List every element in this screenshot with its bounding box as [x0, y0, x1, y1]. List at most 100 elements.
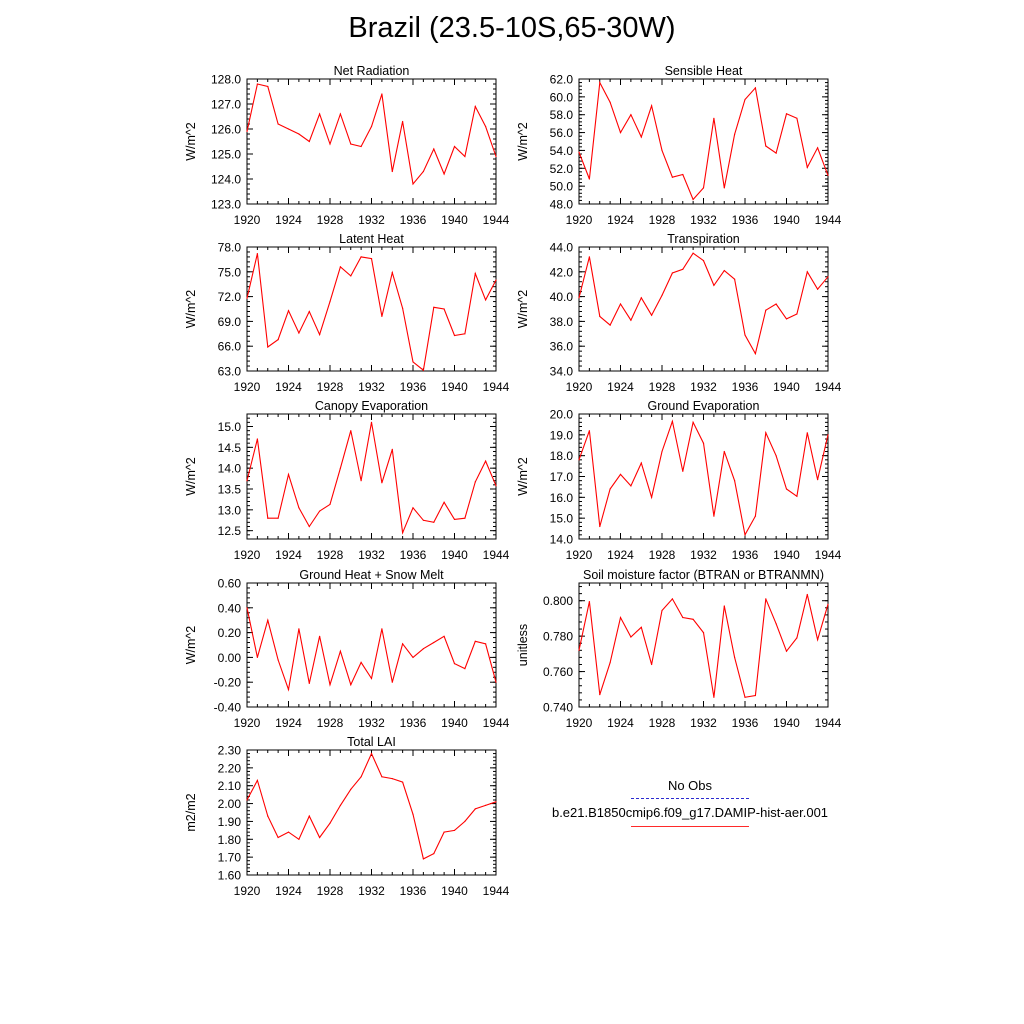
- ground-heat-snow-melt-ytick-label: -0.40: [214, 701, 242, 715]
- net-radiation-data-point: [495, 155, 497, 158]
- total-lai-ytick-label: 2.10: [218, 779, 242, 793]
- total-lai-ytick-label: 2.30: [218, 744, 242, 758]
- net-radiation-xtick-label: 1936: [400, 213, 427, 227]
- transpiration-data-point: [754, 353, 757, 355]
- latent-heat-data-point: [370, 258, 373, 260]
- sensible-heat-xtick-label: 1928: [649, 213, 676, 227]
- sensible-heat-ytick-label: 48.0: [550, 198, 574, 212]
- soil-moisture-factor-xtick-label: 1932: [690, 716, 717, 730]
- net-radiation-plot-frame: [246, 78, 497, 205]
- net-radiation-data-point: [412, 183, 414, 185]
- sensible-heat-data-point: [651, 105, 653, 107]
- total-lai-ytick-label: 2.20: [218, 761, 242, 775]
- ground-evaporation-data-point: [609, 488, 611, 490]
- ground-evaporation-data-point: [651, 496, 653, 498]
- sensible-heat-ytick-label: 56.0: [550, 126, 574, 140]
- transpiration-data-point: [775, 303, 777, 305]
- latent-heat-xtick-label: 1928: [317, 380, 344, 394]
- ground-evaporation-xtick-label: 1940: [773, 548, 800, 562]
- total-lai-ytick-label: 1.90: [218, 815, 242, 829]
- ground-heat-snow-melt-series-line: [246, 607, 497, 692]
- sensible-heat-data-point: [817, 147, 819, 149]
- sensible-heat-data-point: [806, 166, 808, 168]
- canopy-evaporation-data-point: [433, 521, 435, 523]
- total-lai-data-point: [443, 831, 445, 833]
- sensible-heat-xtick-label: 1920: [566, 213, 593, 227]
- latent-heat-ylabel: W/m^2: [184, 290, 198, 329]
- soil-moisture-factor-data-point: [609, 662, 611, 664]
- transpiration-ytick-label: 42.0: [550, 265, 574, 279]
- transpiration-plot-frame: [578, 246, 829, 372]
- ground-evaporation-data-point: [754, 515, 757, 517]
- ground-heat-snow-melt-ylabel: W/m^2: [184, 626, 198, 665]
- ground-evaporation-data-point: [630, 485, 632, 487]
- soil-moisture-factor-data-point: [692, 618, 694, 620]
- canopy-evaporation-data-point: [246, 480, 248, 482]
- canopy-evaporation-xtick-label: 1944: [483, 548, 510, 562]
- sensible-heat-ytick-label: 50.0: [550, 180, 574, 194]
- total-lai-data-point: [360, 776, 362, 778]
- latent-heat-data-point: [402, 307, 404, 309]
- sensible-heat-xtick-label: 1944: [815, 213, 842, 227]
- transpiration-xtick-label: 1936: [732, 380, 759, 394]
- net-radiation-xtick-label: 1932: [358, 213, 385, 227]
- sensible-heat-data-point: [775, 152, 777, 154]
- net-radiation-data-point: [433, 148, 435, 150]
- transpiration-ytick-label: 38.0: [550, 315, 574, 329]
- soil-moisture-factor-data-point: [796, 637, 798, 639]
- transpiration-series-line: [578, 252, 829, 356]
- soil-moisture-factor-data-point: [734, 656, 736, 659]
- latent-heat-data-point: [391, 272, 393, 274]
- sensible-heat-data-point: [640, 136, 642, 138]
- canopy-evaporation-data-point: [308, 525, 310, 528]
- transpiration-data-point: [796, 313, 798, 315]
- transpiration-title: Transpiration: [667, 232, 740, 246]
- total-lai-data-point: [319, 836, 321, 839]
- total-lai-data-point: [256, 779, 258, 782]
- ground-evaporation-plot-frame: [578, 413, 829, 540]
- transpiration-data-point: [640, 297, 642, 299]
- latent-heat-data-point: [267, 346, 269, 348]
- sensible-heat-data-point: [692, 198, 694, 201]
- total-lai-ytick-label: 1.80: [218, 833, 242, 847]
- ground-heat-snow-melt-data-point: [464, 668, 466, 670]
- sensible-heat-data-point: [630, 114, 632, 116]
- soil-moisture-factor-xtick-label: 1920: [566, 716, 593, 730]
- latent-heat-xtick-label: 1932: [358, 380, 385, 394]
- latent-heat-ytick-label: 66.0: [218, 340, 242, 354]
- canopy-evaporation-ytick-label: 12.5: [218, 524, 242, 538]
- soil-moisture-factor-data-point: [578, 649, 580, 651]
- transpiration-xtick-label: 1924: [607, 380, 634, 394]
- net-radiation-xtick-label: 1928: [317, 213, 344, 227]
- soil-moisture-factor-data-point: [599, 694, 601, 696]
- sensible-heat-data-point: [713, 117, 715, 119]
- ground-evaporation-ytick-label: 14.0: [550, 533, 574, 547]
- net-radiation-data-point: [339, 113, 341, 115]
- sensible-heat-data-point: [744, 98, 746, 101]
- total-lai-data-point: [464, 820, 466, 823]
- soil-moisture-factor-data-point: [702, 632, 705, 634]
- canopy-evaporation-ytick-label: 13.5: [218, 483, 242, 497]
- transpiration-data-point: [765, 309, 767, 311]
- net-radiation-series-line: [246, 83, 497, 186]
- latent-heat-data-point: [308, 310, 310, 313]
- transpiration-data-point: [692, 252, 694, 254]
- latent-heat-ytick-label: 75.0: [218, 265, 242, 279]
- ground-heat-snow-melt-data-point: [474, 640, 476, 642]
- total-lai-data-point: [370, 753, 373, 755]
- net-radiation-ytick-label: 128.0: [211, 73, 241, 87]
- sensible-heat-data-point: [827, 174, 829, 176]
- sensible-heat-data-point: [723, 187, 725, 189]
- sensible-heat-data-point: [734, 133, 736, 135]
- transpiration-data-point: [744, 334, 746, 336]
- canopy-evaporation-data-point: [402, 532, 404, 534]
- soil-moisture-factor-ytick-label: 0.760: [543, 665, 573, 679]
- total-lai-data-point: [339, 804, 341, 807]
- canopy-evaporation-data-point: [319, 510, 321, 512]
- canopy-evaporation-data-point: [267, 517, 269, 519]
- sensible-heat-title: Sensible Heat: [665, 64, 743, 78]
- transpiration-data-point: [682, 268, 684, 270]
- ground-evaporation-data-point: [785, 488, 788, 490]
- latent-heat-ytick-label: 78.0: [218, 241, 242, 255]
- canopy-evaporation-data-point: [329, 503, 331, 505]
